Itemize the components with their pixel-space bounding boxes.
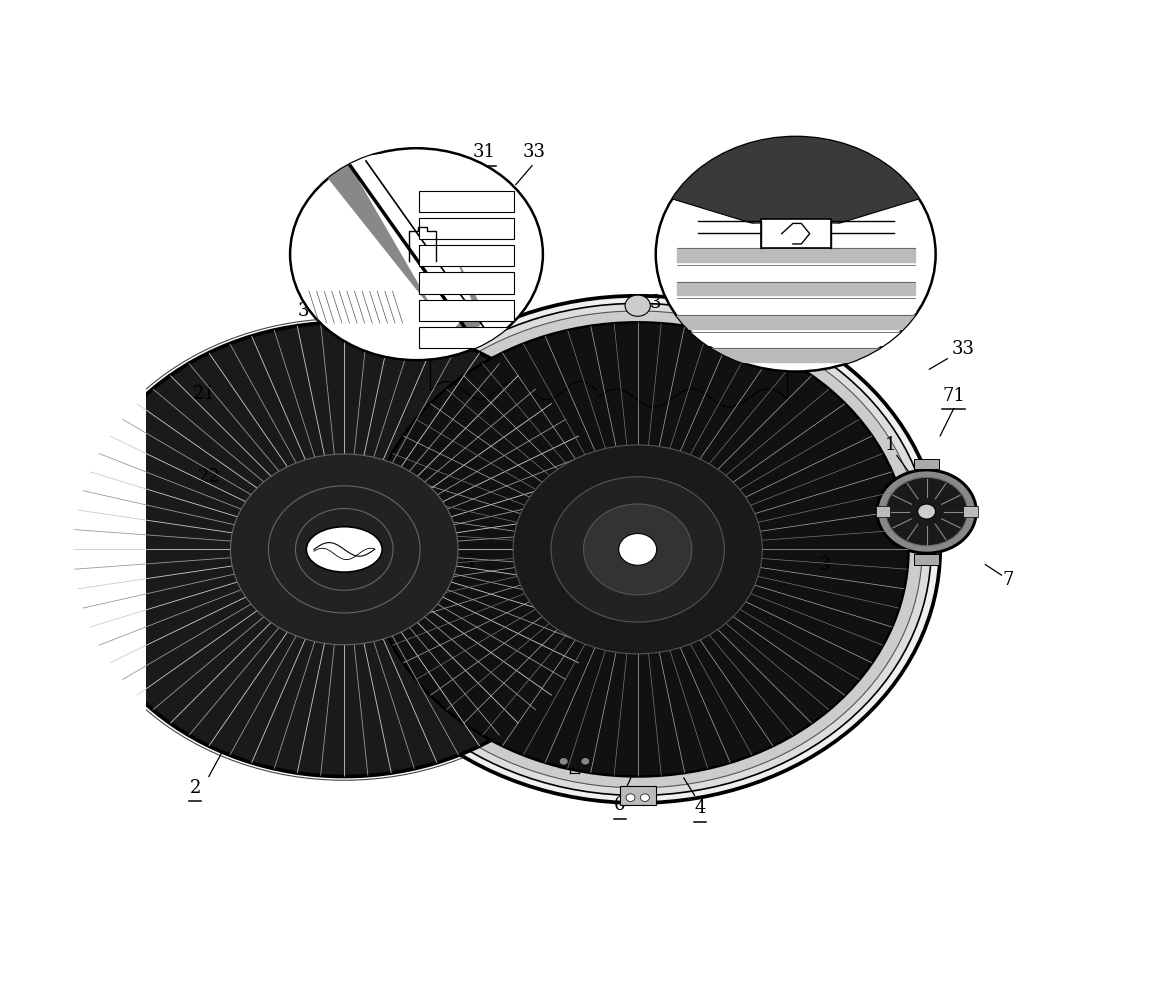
Polygon shape: [677, 282, 915, 295]
Text: 33: 33: [952, 340, 974, 358]
Circle shape: [656, 137, 935, 372]
Text: 51: 51: [531, 554, 555, 572]
Text: 32: 32: [319, 196, 343, 214]
Bar: [963, 506, 977, 517]
Text: 3: 3: [819, 555, 831, 573]
Text: 5: 5: [463, 554, 474, 572]
Text: 3: 3: [650, 294, 662, 313]
Bar: [419, 300, 514, 320]
Ellipse shape: [306, 527, 382, 572]
Circle shape: [73, 322, 615, 777]
Circle shape: [619, 534, 657, 565]
Circle shape: [626, 794, 635, 801]
Bar: [419, 218, 514, 239]
Circle shape: [641, 794, 649, 801]
Circle shape: [231, 454, 458, 645]
Text: 2: 2: [190, 779, 202, 797]
Circle shape: [584, 504, 692, 595]
Bar: [876, 506, 890, 517]
Text: 71: 71: [942, 386, 965, 405]
Bar: [620, 786, 656, 805]
Polygon shape: [677, 331, 915, 345]
Polygon shape: [677, 298, 915, 312]
Circle shape: [918, 504, 935, 519]
Bar: [419, 245, 514, 266]
Circle shape: [559, 758, 569, 765]
Text: 21: 21: [193, 385, 216, 403]
Circle shape: [296, 508, 393, 590]
Circle shape: [336, 296, 940, 803]
Polygon shape: [677, 315, 915, 328]
Circle shape: [268, 486, 421, 613]
Polygon shape: [677, 265, 915, 278]
Text: 34: 34: [728, 160, 751, 179]
Bar: [419, 272, 514, 294]
Text: 6: 6: [614, 796, 626, 814]
Circle shape: [885, 478, 967, 546]
Circle shape: [329, 554, 352, 574]
Bar: [419, 327, 514, 348]
Wedge shape: [657, 113, 934, 237]
Circle shape: [551, 477, 725, 622]
Text: 35: 35: [849, 189, 873, 206]
Circle shape: [353, 311, 923, 787]
Circle shape: [513, 445, 762, 654]
Bar: [915, 459, 939, 469]
Text: 1: 1: [884, 435, 896, 454]
Text: 33: 33: [522, 143, 545, 161]
Text: 4: 4: [694, 799, 706, 817]
Bar: [761, 219, 831, 249]
Circle shape: [626, 295, 650, 317]
Circle shape: [877, 470, 976, 553]
Circle shape: [367, 322, 909, 777]
Bar: [419, 191, 514, 211]
Polygon shape: [347, 150, 473, 333]
Text: 3: 3: [298, 302, 310, 320]
Polygon shape: [677, 348, 915, 362]
Circle shape: [290, 148, 543, 360]
Text: 7: 7: [1002, 571, 1014, 589]
Circle shape: [581, 758, 589, 765]
Text: 31: 31: [473, 143, 495, 161]
Circle shape: [345, 304, 931, 795]
Polygon shape: [322, 153, 486, 344]
Bar: [915, 554, 939, 564]
Polygon shape: [677, 249, 915, 261]
Text: 22: 22: [197, 469, 220, 487]
